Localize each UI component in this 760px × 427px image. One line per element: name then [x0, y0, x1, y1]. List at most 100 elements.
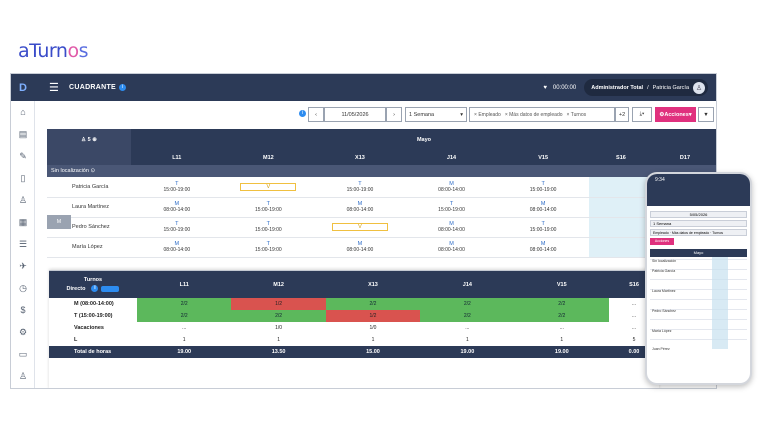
heart-icon[interactable]: ♥	[543, 84, 547, 91]
phone-date-input[interactable]: 5/05/2026	[650, 211, 747, 218]
plane-icon[interactable]: ✈	[19, 260, 27, 271]
shift-cell[interactable]	[588, 197, 653, 218]
phone-filter-chips[interactable]: Empleado · Más datos de empleado · Turno…	[650, 229, 747, 236]
coverage-cell[interactable]: ...	[631, 325, 637, 331]
side-marker[interactable]: M	[47, 215, 71, 229]
date-input[interactable]: 11/05/2026	[324, 107, 386, 122]
list-icon[interactable]: ☰	[18, 238, 28, 249]
shift-cell[interactable]: M 08:00-14:00	[497, 237, 589, 258]
coverage-cell[interactable]: 1	[371, 337, 375, 343]
info-icon[interactable]: i	[299, 110, 306, 117]
calendar-icon[interactable]: ▤	[18, 128, 28, 139]
coverage-cell[interactable]: 1	[277, 337, 280, 343]
user-menu[interactable]: Administrador Total / Patricia García ♙	[584, 79, 708, 96]
location-group-header[interactable]: Sin localización ⊙	[47, 165, 716, 177]
coverage-cell[interactable]: 2/2	[420, 298, 515, 310]
shift-cell[interactable]: M 08:00-14:00	[497, 197, 589, 218]
coverage-cell[interactable]: 1	[182, 337, 186, 343]
gear-icon[interactable]: ⚙	[18, 326, 28, 337]
edit-icon[interactable]: ✎	[19, 150, 27, 161]
phone-month: Mayo	[693, 250, 704, 255]
coverage-cell[interactable]: 2/2	[137, 310, 232, 322]
report-icon[interactable]: ▦	[18, 216, 28, 227]
direct-toggle[interactable]	[101, 285, 120, 292]
sidebar: D ⌂ ▤ ✎ ▯ ♙ ▦ ☰ ✈ ◷ $ ⚙ ▭ ♙	[11, 74, 35, 388]
shift-cell[interactable]: T 15:00-19:00	[222, 237, 315, 258]
phone-employee-name[interactable]: Laura Martínez	[652, 289, 676, 293]
next-week-button[interactable]: ›	[386, 107, 402, 122]
shift-cell[interactable]	[588, 177, 653, 198]
shift-cell[interactable]: M 08:00-14:00	[405, 177, 498, 198]
shift-cell[interactable]: T 15:00-19:00	[497, 177, 589, 198]
coverage-cell[interactable]: ...	[182, 325, 187, 331]
shift-cell[interactable]: T 15:00-19:00	[405, 197, 498, 218]
download-icon[interactable]: ⤓▾	[632, 107, 652, 122]
day-header: X13	[314, 151, 406, 165]
coverage-cell[interactable]: 1/0	[275, 325, 283, 331]
phone-actions-button[interactable]: Acciones	[650, 238, 674, 245]
filter-icon[interactable]: ▼	[698, 107, 714, 122]
total-value: 19.00	[420, 346, 515, 358]
user-icon[interactable]: ♙	[18, 194, 28, 205]
phone-employee-name[interactable]: Patricia García	[652, 269, 676, 273]
shift-cell[interactable]: T 15:00-19:00	[222, 197, 315, 218]
range-select[interactable]: 1 Semana ▾	[405, 107, 467, 122]
shift-cell[interactable]: T 15:00-19:00	[131, 177, 223, 198]
info-icon[interactable]: i	[119, 84, 127, 91]
employee-name[interactable]: Patricia García	[47, 177, 131, 198]
phone-employee-name[interactable]: Juan Pérez	[652, 347, 670, 351]
coverage-cell[interactable]: 1	[560, 337, 564, 343]
coverage-cell[interactable]: 1/2	[231, 298, 326, 310]
shift-cell[interactable]	[588, 217, 653, 238]
shift-cell[interactable]: V	[222, 177, 315, 198]
more-filters-button[interactable]: +2	[615, 107, 629, 122]
shift-cell[interactable]: T 15:00-19:00	[131, 217, 223, 238]
dollar-icon[interactable]: $	[20, 305, 26, 315]
employee-name[interactable]: Laura Martínez	[47, 197, 131, 218]
coverage-cell[interactable]: 2/2	[325, 298, 421, 310]
phone-range-select[interactable]: 1 Semana	[650, 220, 747, 227]
coverage-cell[interactable]: 2/2	[420, 310, 515, 322]
coverage-cell[interactable]: ...	[465, 325, 470, 331]
coverage-cell[interactable]: ...	[631, 301, 637, 307]
document-icon[interactable]: ▯	[20, 172, 26, 183]
shift-cell[interactable]: M 08:00-14:00	[405, 217, 498, 238]
coverage-cell[interactable]: 1/0	[369, 325, 377, 331]
day-header: V15	[514, 271, 609, 298]
employee-name[interactable]: María López	[47, 237, 131, 258]
info-icon[interactable]: i	[91, 285, 99, 292]
shift-cell[interactable]: M 08:00-14:00	[131, 197, 223, 218]
shift-cell[interactable]	[588, 237, 653, 258]
day-header: D17	[652, 151, 716, 165]
shift-cell[interactable]: T 15:00-19:00	[497, 217, 589, 238]
filter-chip[interactable]: × Más datos de empleado	[504, 111, 563, 118]
users-icon[interactable]: ♙	[18, 370, 28, 381]
shift-cell[interactable]: M 08:00-14:00	[314, 197, 406, 218]
coverage-cell[interactable]: 2/2	[231, 310, 326, 322]
shift-cell[interactable]: T 15:00-19:00	[314, 177, 406, 198]
coverage-cell[interactable]: 5	[632, 337, 636, 343]
shift-cell[interactable]: T 15:00-19:00	[222, 217, 315, 238]
shift-cell[interactable]: M 08:00-14:00	[131, 237, 223, 258]
clock-icon[interactable]: ◷	[19, 282, 27, 293]
coverage-cell[interactable]: ...	[559, 325, 564, 331]
coverage-cell[interactable]: 1	[465, 337, 469, 343]
coverage-cell[interactable]: ...	[631, 313, 637, 319]
shift-cell[interactable]: V	[314, 217, 406, 238]
phone-employee-name[interactable]: Pedro Sánchez	[652, 309, 676, 313]
filter-chip[interactable]: × Empleado	[474, 111, 501, 118]
filter-chips[interactable]: × Empleado × Más datos de empleado × Tur…	[469, 107, 615, 122]
home-icon[interactable]: ⌂	[20, 107, 26, 117]
prev-week-button[interactable]: ‹	[308, 107, 324, 122]
coverage-cell[interactable]: 1/2	[325, 310, 421, 322]
menu-icon[interactable]: ☰	[49, 82, 59, 94]
coverage-cell[interactable]: 2/2	[514, 310, 609, 322]
coverage-cell[interactable]: 2/2	[514, 298, 609, 310]
phone-employee-name[interactable]: María López	[652, 329, 672, 333]
shift-cell[interactable]: M 08:00-14:00	[314, 237, 406, 258]
shift-cell[interactable]: M 08:00-14:00	[405, 237, 498, 258]
coverage-cell[interactable]: 2/2	[137, 298, 232, 310]
filter-chip[interactable]: × Turnos	[566, 111, 587, 118]
card-icon[interactable]: ▭	[18, 348, 28, 359]
actions-button[interactable]: ⚙ Acciones ▾	[655, 107, 696, 122]
